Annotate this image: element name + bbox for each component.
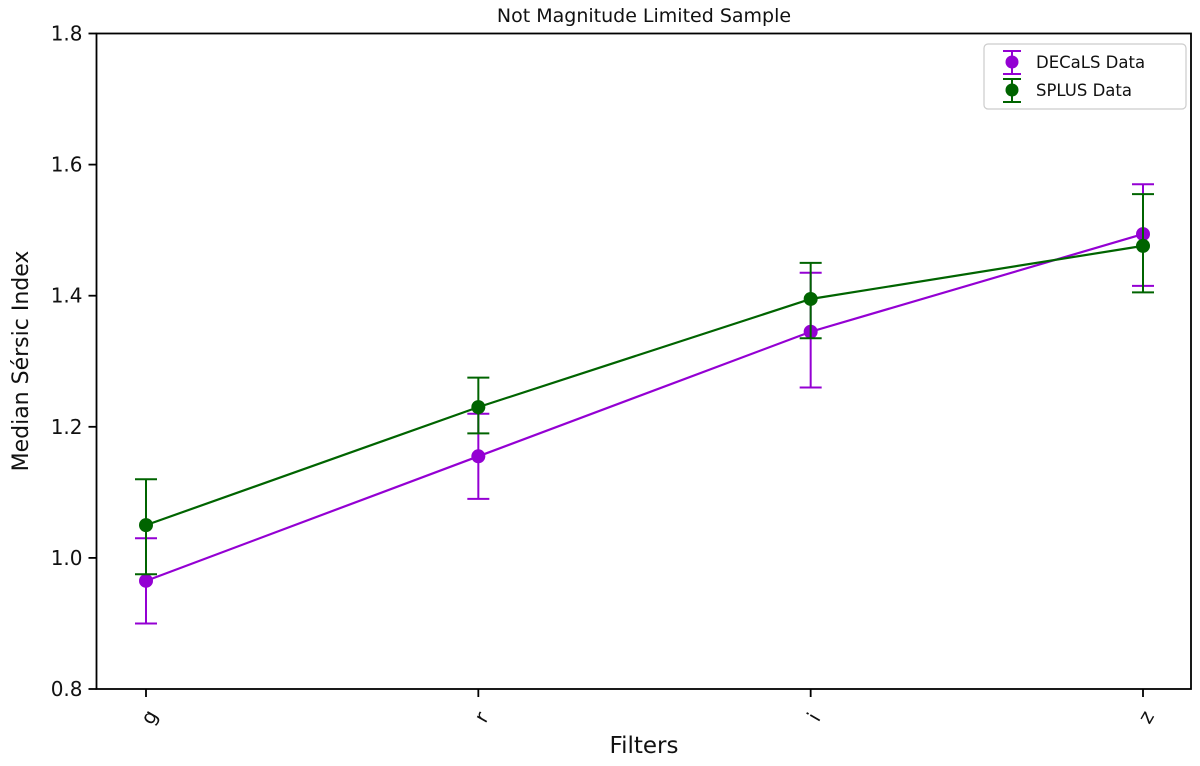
series-splus-marker (139, 518, 153, 533)
chart-title: Not Magnitude Limited Sample (497, 5, 791, 27)
legend-item-splus: SPLUS Data (1003, 78, 1132, 103)
series-splus-line (145, 244, 1144, 527)
x-tick-label: r (469, 707, 494, 727)
series-decals-line (145, 233, 1144, 582)
legend-label-decals: DECaLS Data (1036, 53, 1145, 72)
y-tick-label: 1.8 (51, 22, 83, 46)
legend: DECaLS Data SPLUS Data (983, 43, 1187, 110)
series-splus-marker (471, 400, 486, 415)
x-tick-label: z (1133, 706, 1159, 727)
axes-spines (95, 32, 1192, 690)
series-splus-marker (1136, 238, 1150, 253)
y-tick-label: 1.6 (51, 153, 83, 177)
y-tick-label: 1.4 (51, 284, 83, 308)
y-tick-label: 1.0 (51, 546, 83, 570)
series-decals-marker (471, 449, 486, 464)
plot-area: 0.8 1.0 1.2 1.4 1.6 1.8 g r i z (51, 22, 1192, 729)
y-tick-label: 0.8 (51, 677, 83, 701)
x-axis-label: Filters (610, 733, 679, 759)
x-tick-label: i (802, 709, 826, 726)
splus-marker-icon (1005, 83, 1019, 97)
legend-label-splus: SPLUS Data (1036, 81, 1132, 100)
series-decals-marker (139, 573, 153, 588)
x-tick-label: g (135, 705, 162, 728)
series-splus-marker (803, 291, 818, 306)
legend-box (983, 43, 1187, 110)
legend-item-decals: DECaLS Data (1003, 50, 1145, 75)
y-tick-label: 1.2 (51, 415, 83, 439)
decals-marker-icon (1005, 55, 1019, 69)
y-axis-label: Median Sérsic Index (9, 251, 34, 472)
